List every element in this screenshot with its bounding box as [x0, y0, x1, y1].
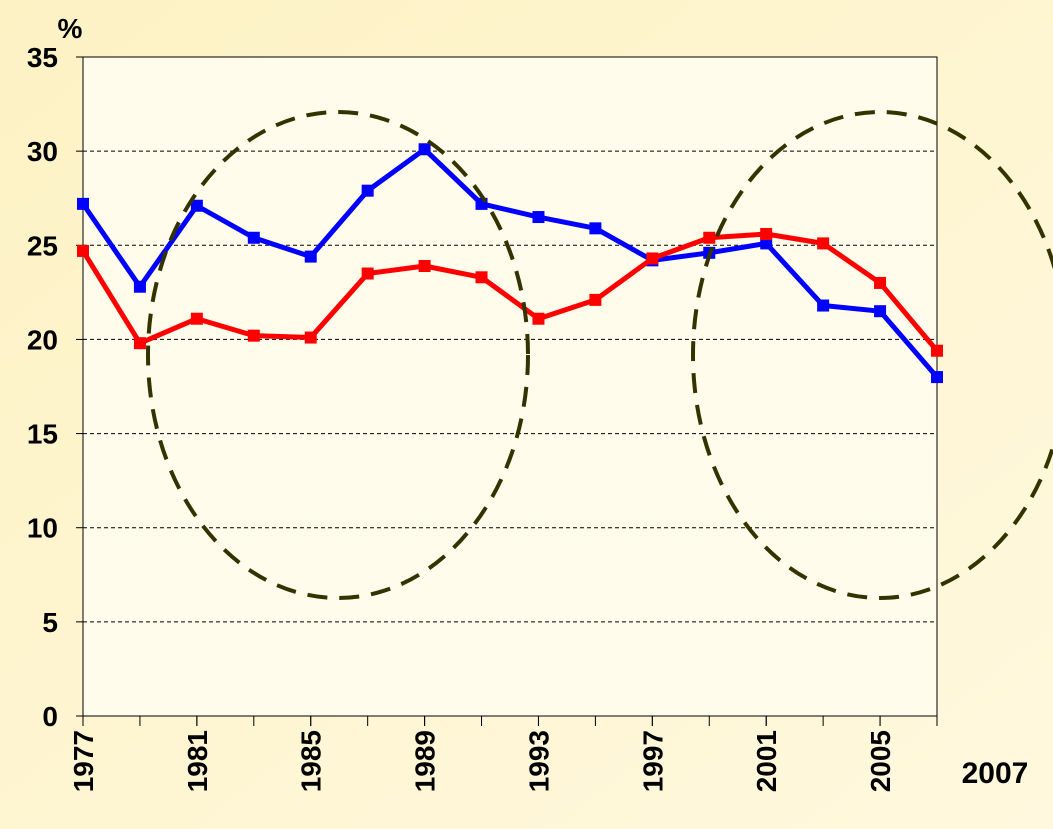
y-tick-label: 30 — [27, 136, 58, 167]
point-marker — [532, 312, 545, 325]
point-marker — [77, 197, 89, 210]
x-tick-label: 2005 — [865, 730, 896, 792]
point-marker — [817, 299, 830, 312]
point-marker — [760, 237, 773, 250]
y-tick-label: 20 — [27, 324, 58, 355]
y-tick-label: 10 — [27, 513, 58, 544]
point-marker — [475, 271, 488, 284]
y-axis-label: % — [58, 13, 83, 44]
point-marker — [589, 293, 602, 306]
point-marker — [304, 250, 317, 263]
y-tick-label: 5 — [42, 607, 58, 638]
point-marker — [931, 371, 943, 384]
x-tick-label: 1997 — [637, 730, 668, 792]
x-tick-label: 2007 — [962, 757, 1029, 790]
y-tick-label: 25 — [27, 230, 58, 261]
x-tick-label: 1993 — [523, 730, 554, 792]
point-marker — [304, 331, 317, 344]
point-marker — [247, 329, 260, 342]
point-marker — [133, 337, 146, 350]
point-marker — [77, 244, 89, 257]
x-tick-label: 1985 — [296, 730, 327, 792]
point-marker — [532, 211, 545, 224]
point-marker — [760, 227, 773, 240]
plot-area — [82, 56, 938, 717]
x-tick-label: 2001 — [751, 730, 782, 792]
point-marker — [361, 267, 374, 280]
annotation-ellipse — [146, 110, 530, 600]
annotation-ellipse — [691, 110, 1053, 600]
y-tick-label: 15 — [27, 419, 58, 450]
y-tick-label: 35 — [27, 42, 58, 73]
series-line — [80, 146, 939, 379]
point-marker — [817, 237, 830, 250]
x-tick-label: 1989 — [410, 730, 441, 792]
point-marker — [646, 252, 659, 265]
point-marker — [247, 231, 260, 244]
point-marker — [874, 276, 887, 289]
point-marker — [931, 344, 943, 357]
point-marker — [418, 259, 431, 272]
point-marker — [418, 143, 431, 156]
point-marker — [703, 231, 716, 244]
point-marker — [190, 199, 203, 212]
point-marker — [190, 312, 203, 325]
point-marker — [361, 184, 374, 197]
point-marker — [589, 222, 602, 235]
point-marker — [874, 305, 887, 318]
series-line — [80, 231, 939, 353]
point-marker — [133, 280, 146, 293]
x-tick-label: 1981 — [182, 730, 213, 792]
y-tick-label: 0 — [42, 701, 58, 732]
x-tick-label: 1977 — [68, 730, 99, 792]
